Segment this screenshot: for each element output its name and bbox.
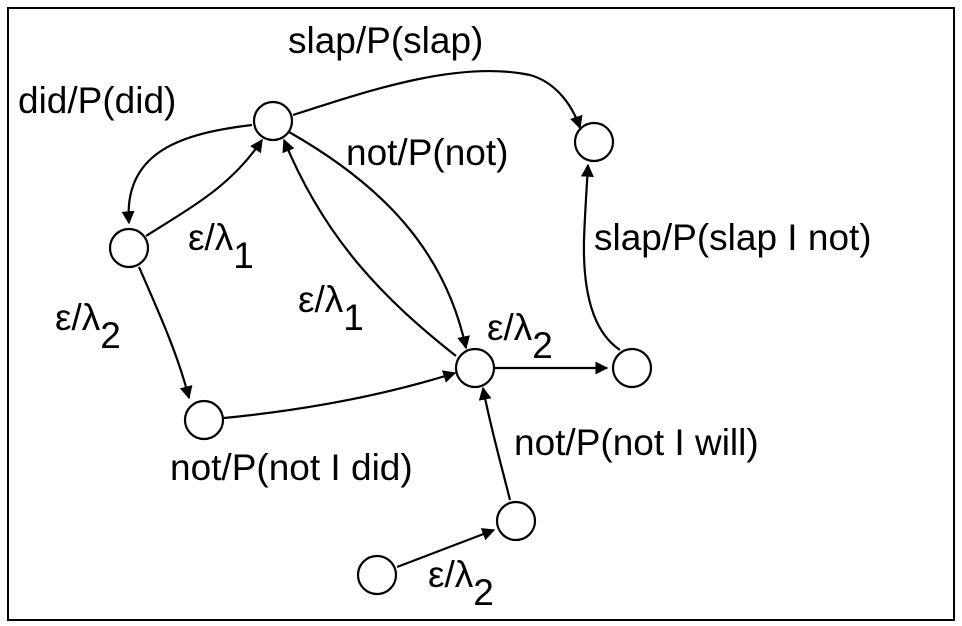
state-node-left [108, 227, 150, 269]
state-node-lowmid [495, 500, 537, 542]
label-slap: slap/P(slap) [288, 20, 483, 61]
label-slap-not: slap/P(slap I not) [594, 217, 872, 258]
state-node-bottomleft [183, 399, 225, 441]
label-left-backoff2-sub: 2 [100, 315, 121, 356]
label-left-backoff1: ε/λ1 [188, 217, 254, 276]
edge-slap-not [580, 163, 621, 351]
label-left-backoff2: ε/λ2 [55, 297, 121, 356]
label-not-will: not/P(not I will) [514, 422, 759, 463]
edge-slap [292, 69, 583, 130]
label-bottom-backoff2-main: ε/λ [428, 554, 474, 595]
label-center-backoff1-main: ε/λ [298, 279, 344, 320]
edge-not-did [223, 370, 457, 420]
edge-bottom-backoff2 [396, 528, 496, 569]
diagram-frame [7, 7, 955, 621]
edge-left-backoff2 [137, 266, 193, 400]
label-left-backoff1-sub: 1 [233, 235, 254, 276]
label-center-backoff1-sub: 1 [343, 297, 364, 338]
state-node-topright [573, 121, 615, 163]
edge-top-not [288, 131, 470, 350]
label-left-backoff2-main: ε/λ [55, 297, 101, 338]
label-bottom-backoff2: ε/λ2 [428, 554, 494, 613]
label-center-backoff2: ε/λ2 [487, 307, 553, 366]
label-center-backoff1: ε/λ1 [298, 279, 364, 338]
edge-left-backoff1 [145, 138, 263, 237]
label-center-backoff2-sub: 2 [532, 325, 553, 366]
label-not-did: not/P(not I did) [170, 447, 413, 488]
edge-not-will [478, 386, 512, 501]
label-top-not: not/P(not) [346, 132, 508, 173]
label-left-backoff1-main: ε/λ [188, 217, 234, 258]
edge-did [121, 123, 253, 225]
state-node-top [252, 100, 294, 142]
edge-center-backoff1 [282, 138, 457, 357]
label-center-backoff2-main: ε/λ [487, 307, 533, 348]
state-node-right [611, 347, 653, 389]
state-node-bottom [356, 554, 398, 596]
label-did: did/P(did) [18, 80, 176, 121]
state-node-center [454, 347, 496, 389]
label-bottom-backoff2-sub: 2 [473, 572, 494, 613]
